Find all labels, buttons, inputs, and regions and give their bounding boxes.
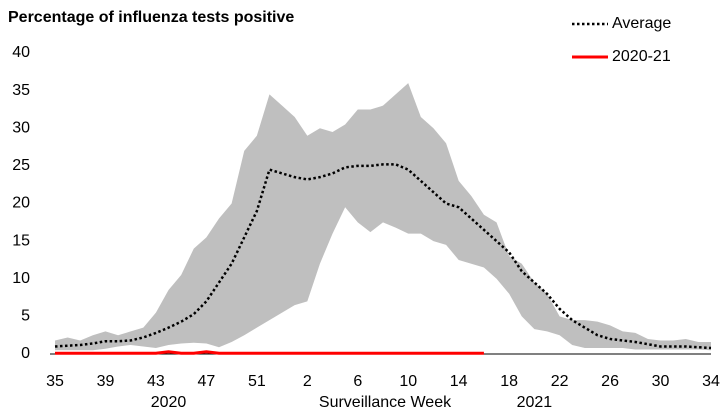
x-tick-label: 47: [197, 373, 215, 390]
x-tick-label: 26: [601, 373, 619, 390]
line: [54, 163, 712, 350]
y-tick-label: 20: [12, 195, 30, 212]
range-band: [55, 83, 711, 351]
x-tick-label: 10: [399, 373, 417, 390]
x-tick-label: 39: [97, 373, 115, 390]
x-tick-label: 2: [303, 373, 312, 390]
x-tick-label: 22: [551, 373, 569, 390]
x-tick-label: 43: [147, 373, 165, 390]
y-tick-label: 5: [21, 308, 30, 325]
y-tick-label: 35: [12, 82, 30, 99]
y-tick-label: 40: [12, 44, 30, 61]
y-tick-label: 0: [21, 345, 30, 362]
chart-title: Percentage of influenza tests positive: [8, 9, 294, 26]
x-tick-label: 18: [500, 373, 518, 390]
year-label: 2021: [517, 394, 553, 411]
x-axis-label: Surveillance Week: [319, 394, 452, 411]
x-tick-label: 34: [702, 373, 720, 390]
x-tick-label: 6: [353, 373, 362, 390]
x-tick-label: 30: [652, 373, 670, 390]
x-tick-label: 35: [46, 373, 64, 390]
y-tick-label: 25: [12, 157, 30, 174]
y-tick-label: 10: [12, 270, 30, 287]
legend-label: 2020-21: [612, 48, 671, 65]
x-tick-label: 14: [450, 373, 468, 390]
legend-label: Average: [612, 15, 671, 32]
y-tick-label: 30: [12, 119, 30, 136]
y-tick-label: 15: [12, 232, 30, 249]
line: [55, 350, 484, 355]
year-label: 2020: [151, 394, 187, 411]
x-tick-label: 51: [248, 373, 266, 390]
